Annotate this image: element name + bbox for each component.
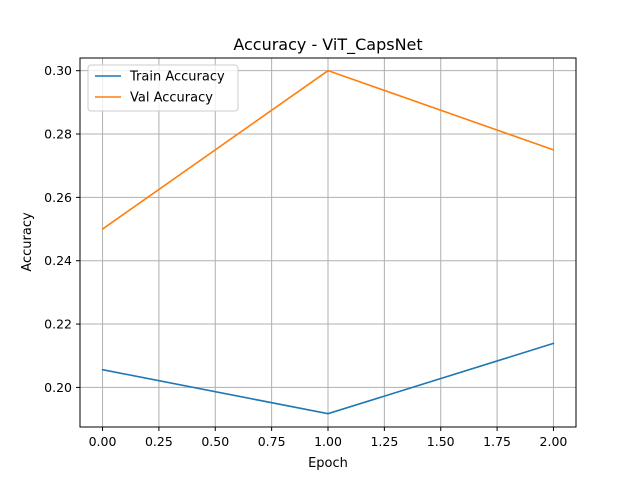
data-point-train-accuracy (327, 412, 329, 415)
legend: Train Accuracy Val Accuracy (87, 64, 239, 112)
x-tick-label: 2.00 (540, 434, 568, 449)
data-point-train-accuracy (101, 368, 104, 371)
y-tick-label: 0.28 (44, 127, 72, 142)
axis-ticks: 0.00 0.25 0.50 0.75 1.00 1.25 1.50 1.75 2.00 0.20… (44, 63, 567, 449)
x-tick-label: 1.75 (483, 434, 511, 449)
chart-title: Accuracy - ViT_CapsNet (233, 35, 422, 55)
series-lines (101, 69, 555, 415)
x-tick-label: 1.00 (314, 434, 342, 449)
data-point-val-accuracy (327, 69, 329, 72)
x-tick-label: 0.00 (89, 434, 117, 449)
x-tick-label: 0.50 (201, 434, 229, 449)
x-tick-label: 0.25 (145, 434, 173, 449)
y-axis-label: Accuracy (20, 212, 35, 272)
y-tick-label: 0.20 (44, 380, 72, 395)
x-tick-label: 0.75 (258, 434, 286, 449)
data-point-val-accuracy (552, 149, 555, 151)
y-tick-label: 0.24 (44, 253, 72, 268)
x-tick-label: 1.50 (427, 434, 455, 449)
data-point-val-accuracy (101, 228, 104, 230)
y-tick-label: 0.22 (44, 317, 72, 332)
data-point-train-accuracy (552, 342, 555, 345)
x-tick-label: 1.25 (370, 434, 398, 449)
y-tick-label: 0.30 (44, 63, 72, 78)
y-tick-label: 0.26 (44, 190, 72, 205)
x-axis-label: Epoch (308, 456, 348, 471)
legend-box (87, 64, 239, 112)
legend-label: Train Accuracy (129, 70, 225, 85)
legend-label: Val Accuracy (130, 91, 213, 106)
